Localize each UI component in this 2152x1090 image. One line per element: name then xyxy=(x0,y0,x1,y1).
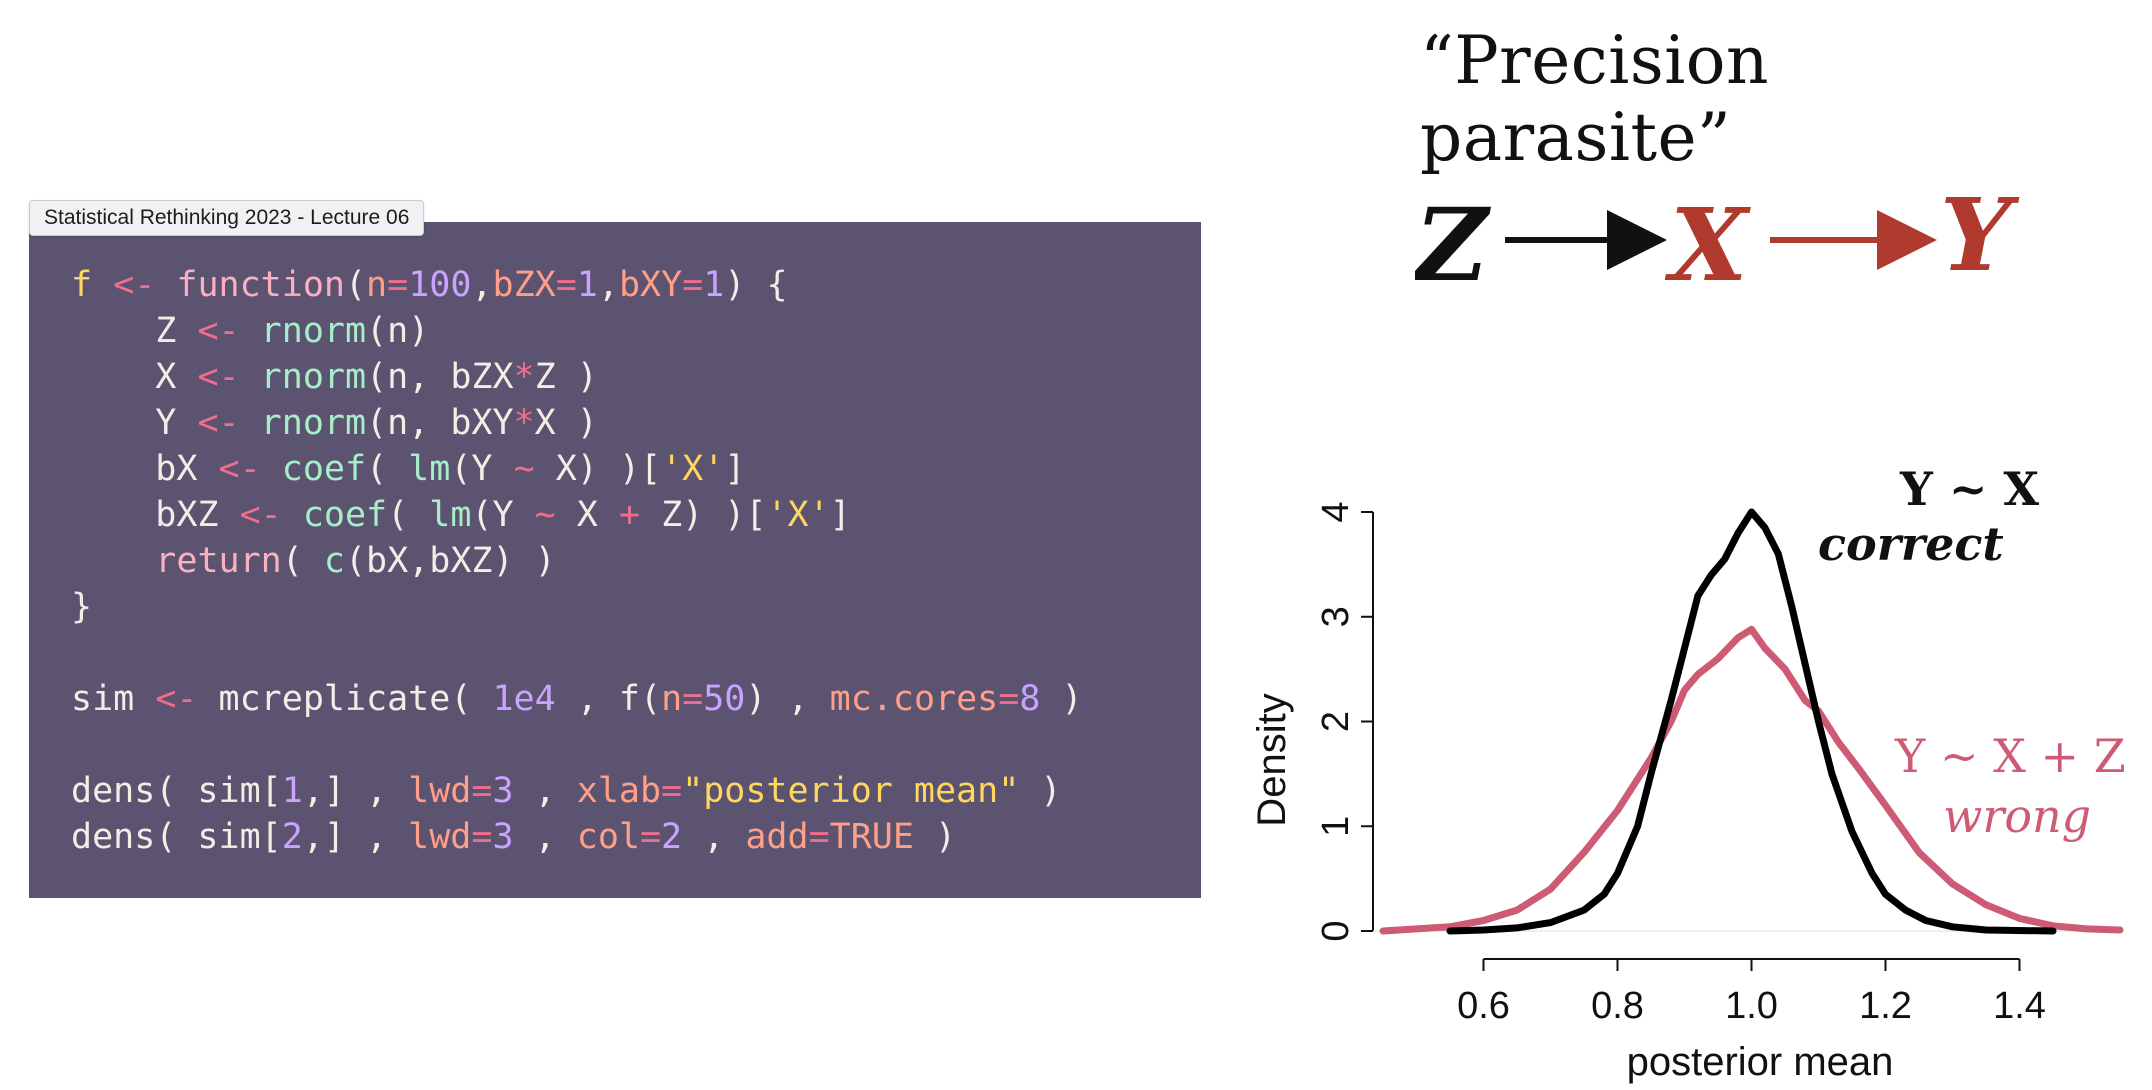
y-axis-label: Density xyxy=(1250,693,1294,826)
code-line: Y <- rnorm(n, bXY*X ) xyxy=(71,403,598,443)
x-tick-label: 0.6 xyxy=(1457,985,1510,1027)
dag-node-z: Z xyxy=(1415,186,1492,300)
code-line xyxy=(71,630,1083,676)
x-axis-label: posterior mean xyxy=(1627,1040,1894,1084)
code-line: dens( sim[1,] , lwd=3 , xlab="posterior … xyxy=(71,771,1062,811)
code-line xyxy=(71,722,1083,768)
dag-diagram: Z X Y xyxy=(1415,180,2020,300)
density-chart: 0 1 2 3 4 0.6 0.8 1.0 1.2 1.4 Density posterior m… xyxy=(1250,470,2126,1084)
chart-axes: 0 1 2 3 4 0.6 0.8 1.0 1.2 1.4 xyxy=(1315,501,2120,1027)
code-block: f <- function(n=100,bZX=1,bXY=1) { Z <- … xyxy=(71,262,1083,860)
code-line: } xyxy=(71,587,93,627)
x-tick-label: 1.0 xyxy=(1725,985,1778,1027)
code-line: Z <- rnorm(n) xyxy=(71,311,430,351)
dag-node-y: Y xyxy=(1940,180,2020,294)
code-line: sim <- mcreplicate( 1e4 , f(n=50) , mc.c… xyxy=(71,679,1083,719)
y-tick-label: 0 xyxy=(1315,920,1357,941)
y-tick-label: 3 xyxy=(1315,606,1357,627)
window-title-tooltip: Statistical Rethinking 2023 - Lecture 06 xyxy=(29,200,425,236)
code-line: X <- rnorm(n, bZX*Z ) xyxy=(71,357,598,397)
slide-title: “Precision parasite” xyxy=(1420,22,1770,176)
y-tick-label: 2 xyxy=(1315,711,1357,732)
legend-series-2-name: Y ~ X + Z xyxy=(1894,729,2126,783)
x-tick-label: 0.8 xyxy=(1591,985,1644,1027)
code-line: return( c(bX,bXZ) ) xyxy=(155,541,556,581)
code-line: f <- function(n=100,bZX=1,bXY=1) { xyxy=(71,265,788,305)
density-line-2 xyxy=(1379,625,2124,935)
code-line: bX <- coef( lm(Y ~ X) )['X'] xyxy=(71,449,746,489)
y-tick-label: 4 xyxy=(1315,501,1357,522)
legend-series-1-name: Y ~ X xyxy=(1899,470,2039,516)
legend-series-1-annotation: correct xyxy=(1818,517,2004,571)
code-panel: f <- function(n=100,bZX=1,bXY=1) { Z <- … xyxy=(29,222,1201,898)
x-tick-label: 1.2 xyxy=(1859,985,1912,1027)
chart-series xyxy=(1379,508,2124,935)
x-tick-label: 1.4 xyxy=(1993,985,2046,1027)
dag-node-x: X xyxy=(1664,186,1751,300)
density-line-1 xyxy=(1446,508,2057,935)
y-tick-label: 1 xyxy=(1315,816,1357,837)
code-line: bXZ <- coef( lm(Y ~ X + Z) )['X'] xyxy=(71,495,851,535)
code-line: dens( sim[2,] , lwd=3 , col=2 , add=TRUE… xyxy=(71,817,957,857)
legend-series-2-annotation: wrong xyxy=(1943,789,2091,843)
